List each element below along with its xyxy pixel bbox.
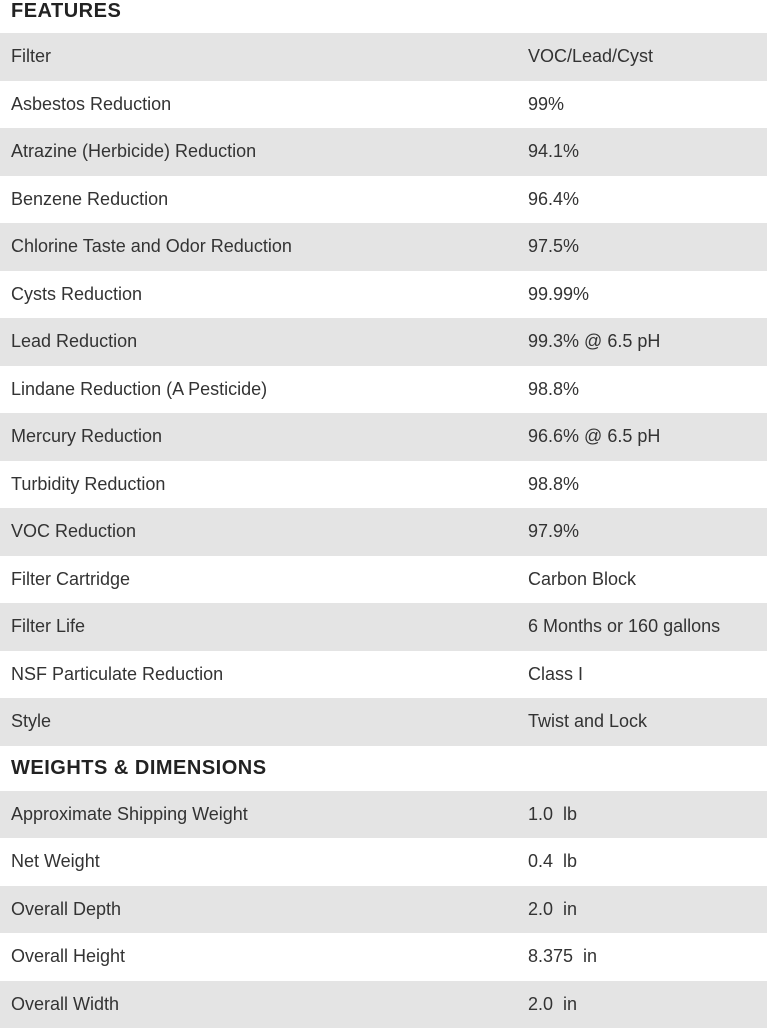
spec-label: NSF Particulate Reduction bbox=[0, 664, 528, 685]
spec-label: Cysts Reduction bbox=[0, 284, 528, 305]
spec-value: 96.6% @ 6.5 pH bbox=[528, 426, 767, 447]
spec-value: 99% bbox=[528, 94, 767, 115]
spec-value: 98.8% bbox=[528, 474, 767, 495]
spec-value: Twist and Lock bbox=[528, 711, 767, 732]
spec-value: 96.4% bbox=[528, 189, 767, 210]
spec-label: Overall Depth bbox=[0, 899, 528, 920]
spec-label: Asbestos Reduction bbox=[0, 94, 528, 115]
spec-value: VOC/Lead/Cyst bbox=[528, 46, 767, 67]
spec-label: Style bbox=[0, 711, 528, 732]
spec-label: Chlorine Taste and Odor Reduction bbox=[0, 236, 528, 257]
spec-label: Lead Reduction bbox=[0, 331, 528, 352]
spec-label: Approximate Shipping Weight bbox=[0, 804, 528, 825]
spec-value: 2.0 in bbox=[528, 994, 767, 1015]
spec-value: 99.99% bbox=[528, 284, 767, 305]
spec-label: Filter Life bbox=[0, 616, 528, 637]
spec-value: 6 Months or 160 gallons bbox=[528, 616, 767, 637]
spec-label: Benzene Reduction bbox=[0, 189, 528, 210]
spec-value: 97.5% bbox=[528, 236, 767, 257]
spec-label: Turbidity Reduction bbox=[0, 474, 528, 495]
spec-label: Filter bbox=[0, 46, 528, 67]
spec-label: Filter Cartridge bbox=[0, 569, 528, 590]
spec-value: Carbon Block bbox=[528, 569, 767, 590]
spec-label: Overall Width bbox=[0, 994, 528, 1015]
spec-value: 8.375 in bbox=[528, 946, 767, 967]
spec-value: 94.1% bbox=[528, 141, 767, 162]
table-row: Lindane Reduction (A Pesticide)98.8% bbox=[0, 366, 767, 414]
spec-value: 1.0 lb bbox=[528, 804, 767, 825]
spec-value: 98.8% bbox=[528, 379, 767, 400]
spec-label: Lindane Reduction (A Pesticide) bbox=[0, 379, 528, 400]
spec-label: Atrazine (Herbicide) Reduction bbox=[0, 141, 528, 162]
spec-label: Net Weight bbox=[0, 851, 528, 872]
spec-value: 97.9% bbox=[528, 521, 767, 542]
section-heading: FEATURES bbox=[0, 0, 767, 33]
section-heading: WEIGHTS & DIMENSIONS bbox=[0, 746, 767, 791]
spec-value: 2.0 in bbox=[528, 899, 767, 920]
spec-label: Mercury Reduction bbox=[0, 426, 528, 447]
spec-value: 99.3% @ 6.5 pH bbox=[528, 331, 767, 352]
spec-value: Class I bbox=[528, 664, 767, 685]
spec-label: VOC Reduction bbox=[0, 521, 528, 542]
spec-label: Overall Height bbox=[0, 946, 528, 967]
spec-value: 0.4 lb bbox=[528, 851, 767, 872]
